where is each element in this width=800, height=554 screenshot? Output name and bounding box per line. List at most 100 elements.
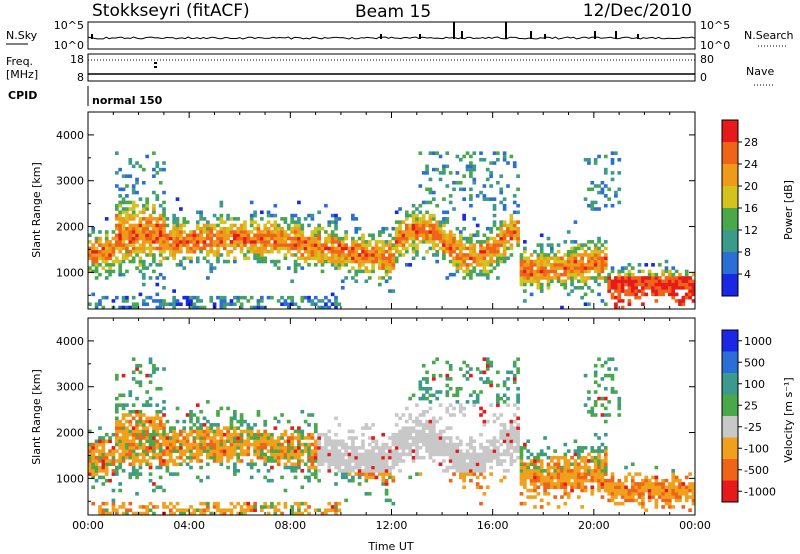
heatmap-cell xyxy=(219,432,224,437)
heatmap-cell xyxy=(236,419,241,424)
heatmap-cell xyxy=(182,230,187,234)
heatmap-cell xyxy=(337,302,342,307)
heatmap-cell xyxy=(381,432,386,437)
heatmap-cell xyxy=(233,246,237,251)
heatmap-cell xyxy=(556,478,561,483)
heatmap-cell xyxy=(357,256,362,261)
heatmap-cell xyxy=(94,266,99,270)
heatmap-cell xyxy=(111,263,116,267)
heatmap-cell xyxy=(101,436,106,440)
heatmap-cell xyxy=(236,452,241,457)
heatmap-cell xyxy=(168,439,173,444)
heatmap-cell xyxy=(674,495,679,499)
heatmap-cell xyxy=(472,253,477,257)
heatmap-cell xyxy=(489,246,493,251)
heatmap-cell xyxy=(98,442,102,447)
heatmap-cell xyxy=(469,459,473,463)
heatmap-cell xyxy=(104,439,109,444)
heatmap-cell xyxy=(472,455,477,460)
velocity-ylabel: Slant Range [km] xyxy=(30,369,43,465)
heatmap-cell xyxy=(654,485,659,490)
heatmap-cell xyxy=(566,249,571,254)
heatmap-cell xyxy=(243,253,247,257)
heatmap-cell xyxy=(630,478,635,483)
heatmap-cell xyxy=(479,442,483,447)
heatmap-cell xyxy=(256,449,261,453)
heatmap-cell xyxy=(101,256,106,261)
heatmap-cell xyxy=(445,217,450,221)
heatmap-cell xyxy=(408,236,413,241)
heatmap-cell xyxy=(624,279,628,284)
heatmap-cell xyxy=(307,465,311,470)
heatmap-cell xyxy=(523,472,527,476)
heatmap-cell xyxy=(94,259,99,264)
heatmap-cell xyxy=(485,226,490,231)
heatmap-cell xyxy=(202,449,207,453)
heatmap-cell xyxy=(364,259,369,264)
heatmap-cell xyxy=(347,436,352,440)
heatmap-cell xyxy=(603,386,608,391)
heatmap-cell xyxy=(512,413,517,417)
heatmap-cell xyxy=(138,432,143,437)
heatmap-cell xyxy=(509,459,514,463)
heatmap-cell xyxy=(202,217,207,221)
heatmap-cell xyxy=(664,276,669,280)
heatmap-cell xyxy=(688,295,692,300)
heatmap-cell xyxy=(334,253,338,257)
heatmap-cell xyxy=(647,286,652,290)
heatmap-cell xyxy=(357,482,362,486)
heatmap-cell xyxy=(570,462,574,467)
heatmap-cell xyxy=(290,253,294,257)
heatmap-cell xyxy=(162,501,166,506)
heatmap-cell xyxy=(597,253,601,257)
heatmap-cell xyxy=(627,286,632,290)
heatmap-cell xyxy=(280,226,284,231)
heatmap-cell xyxy=(104,246,109,251)
heatmap-cell xyxy=(276,230,281,234)
heatmap-cell xyxy=(435,452,440,457)
heatmap-cell xyxy=(536,243,541,247)
heatmap-cell xyxy=(539,459,544,463)
heatmap-cell xyxy=(452,465,456,470)
heatmap-cell xyxy=(367,436,372,440)
heatmap-cell xyxy=(222,246,227,251)
heatmap-cell xyxy=(152,432,156,437)
heatmap-cell xyxy=(384,259,389,264)
heatmap-cell xyxy=(229,243,234,247)
heatmap-cell xyxy=(310,249,315,254)
heatmap-cell xyxy=(280,449,284,453)
heatmap-cell xyxy=(189,305,193,310)
heatmap-cell xyxy=(88,452,92,457)
heatmap-cell xyxy=(428,233,433,238)
heatmap-cell xyxy=(526,269,531,274)
heatmap-cell xyxy=(330,246,335,251)
heatmap-cell xyxy=(431,197,436,201)
heatmap-cell xyxy=(145,240,149,244)
heatmap-cell xyxy=(651,276,655,280)
heatmap-cell xyxy=(590,253,595,257)
heatmap-cell xyxy=(219,452,224,457)
heatmap-cell xyxy=(354,465,359,470)
heatmap-cell xyxy=(475,462,480,467)
heatmap-cell xyxy=(148,501,153,506)
heatmap-cell xyxy=(465,370,470,375)
colorbar-swatch xyxy=(722,274,738,296)
heatmap-cell xyxy=(587,478,591,483)
heatmap-cell xyxy=(148,253,153,257)
heatmap-cell xyxy=(243,223,247,228)
heatmap-cell xyxy=(421,220,426,224)
heatmap-cell xyxy=(334,416,338,421)
heatmap-cell xyxy=(155,236,160,241)
heatmap-cell xyxy=(448,253,453,257)
heatmap-cell xyxy=(128,226,133,231)
heatmap-cell xyxy=(590,455,595,460)
heatmap-cell xyxy=(125,413,129,417)
heatmap-cell xyxy=(664,498,669,503)
heatmap-cell xyxy=(162,249,166,254)
heatmap-cell xyxy=(681,295,686,300)
heatmap-cell xyxy=(185,246,190,251)
heatmap-cell xyxy=(91,455,96,460)
heatmap-cell xyxy=(219,439,224,444)
heatmap-cell xyxy=(600,478,605,483)
heatmap-cell xyxy=(509,419,514,424)
